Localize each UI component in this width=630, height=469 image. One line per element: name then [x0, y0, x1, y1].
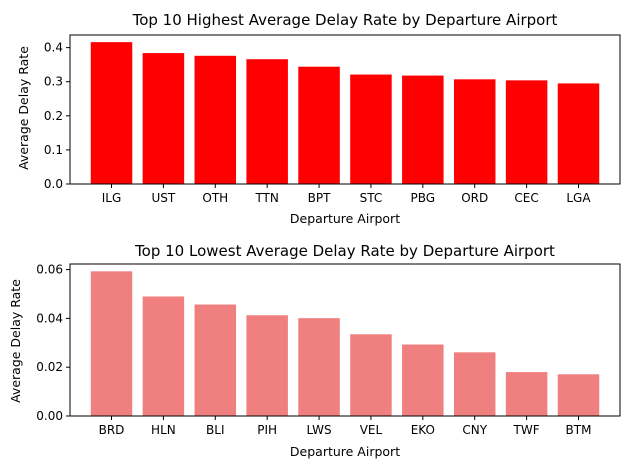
y-tick-label-0: 0.00 — [36, 409, 63, 423]
chart-1-frame — [69, 34, 621, 185]
bar-stc — [350, 74, 392, 184]
x-tick-label-brd: BRD — [99, 423, 125, 437]
bar-lws — [298, 318, 340, 416]
chart-2-frame — [69, 263, 621, 417]
x-tick-label-bpt: BPT — [308, 191, 331, 205]
chart-2-title: Top 10 Lowest Average Delay Rate by Depa… — [134, 242, 555, 260]
chart-1-ylabel: Average Delay Rate — [16, 46, 31, 170]
x-tick-label-bli: BLI — [206, 423, 224, 437]
bar-vel — [350, 334, 392, 416]
bar-lga — [557, 83, 600, 184]
y-tick-label-2: 0.04 — [36, 311, 63, 325]
x-tick-label-ust: UST — [152, 191, 176, 205]
x-tick-label-cny: CNY — [462, 423, 487, 437]
chart-2-ylabel: Average Delay Rate — [8, 279, 23, 403]
y-tick-label-3: 0.3 — [44, 75, 63, 89]
chart-2-x-axis: BRD HLN BLI PIH LWS VEL EKO CNY TWF BTM — [99, 416, 592, 437]
chart-2-y-axis: 0.00 0.02 0.04 0.06 — [36, 263, 70, 423]
chart-1-bars — [90, 42, 600, 184]
y-tick-label-4: 0.4 — [44, 41, 63, 55]
bar-cny — [453, 352, 496, 416]
x-tick-label-lws: LWS — [307, 423, 332, 437]
x-tick-label-eko: EKO — [411, 423, 435, 437]
y-tick-label-1: 0.02 — [36, 360, 63, 374]
y-tick-label-1: 0.1 — [44, 143, 63, 157]
x-tick-label-hln: HLN — [151, 423, 176, 437]
bar-eko — [402, 344, 444, 416]
x-tick-label-stc: STC — [360, 191, 383, 205]
chart-top-highest: Top 10 Highest Average Delay Rate by Dep… — [16, 11, 621, 226]
bar-ttn — [246, 59, 288, 184]
chart-2-xlabel: Departure Airport — [290, 444, 400, 459]
bar-hln — [142, 296, 185, 416]
bar-pbg — [402, 75, 444, 184]
bar-pih — [246, 315, 288, 416]
y-tick-label-0: 0.0 — [44, 177, 63, 191]
x-tick-label-twf: TWF — [513, 423, 540, 437]
bar-cec — [505, 80, 548, 184]
x-tick-label-pbg: PBG — [411, 191, 436, 205]
bar-twf — [505, 372, 548, 416]
bar-brd — [90, 271, 133, 416]
x-tick-label-cec: CEC — [514, 191, 538, 205]
x-tick-label-btm: BTM — [566, 423, 592, 437]
chart-top-lowest: Top 10 Lowest Average Delay Rate by Depa… — [8, 242, 621, 459]
x-tick-label-lga: LGA — [566, 191, 591, 205]
x-tick-label-ttn: TTN — [254, 191, 278, 205]
chart-2-bars — [90, 271, 600, 416]
x-tick-label-oth: OTH — [202, 191, 228, 205]
y-tick-label-3: 0.06 — [36, 263, 63, 277]
bar-ust — [142, 53, 185, 184]
bar-oth — [194, 55, 237, 184]
bar-ord — [453, 79, 496, 184]
x-tick-label-ilg: ILG — [102, 191, 122, 205]
chart-1-y-axis: 0.0 0.1 0.2 0.3 0.4 — [44, 41, 70, 191]
chart-1-title: Top 10 Highest Average Delay Rate by Dep… — [132, 11, 558, 29]
chart-1-xlabel: Departure Airport — [290, 211, 400, 226]
y-tick-label-2: 0.2 — [44, 109, 63, 123]
bar-bli — [194, 304, 237, 416]
bar-btm — [557, 374, 600, 416]
x-tick-label-vel: VEL — [360, 423, 383, 437]
x-tick-label-ord: ORD — [461, 191, 488, 205]
bar-bpt — [298, 66, 340, 184]
bar-ilg — [90, 42, 133, 184]
x-tick-label-pih: PIH — [257, 423, 277, 437]
chart-1-x-axis: ILG UST OTH TTN BPT STC PBG ORD CEC LGA — [102, 184, 591, 205]
